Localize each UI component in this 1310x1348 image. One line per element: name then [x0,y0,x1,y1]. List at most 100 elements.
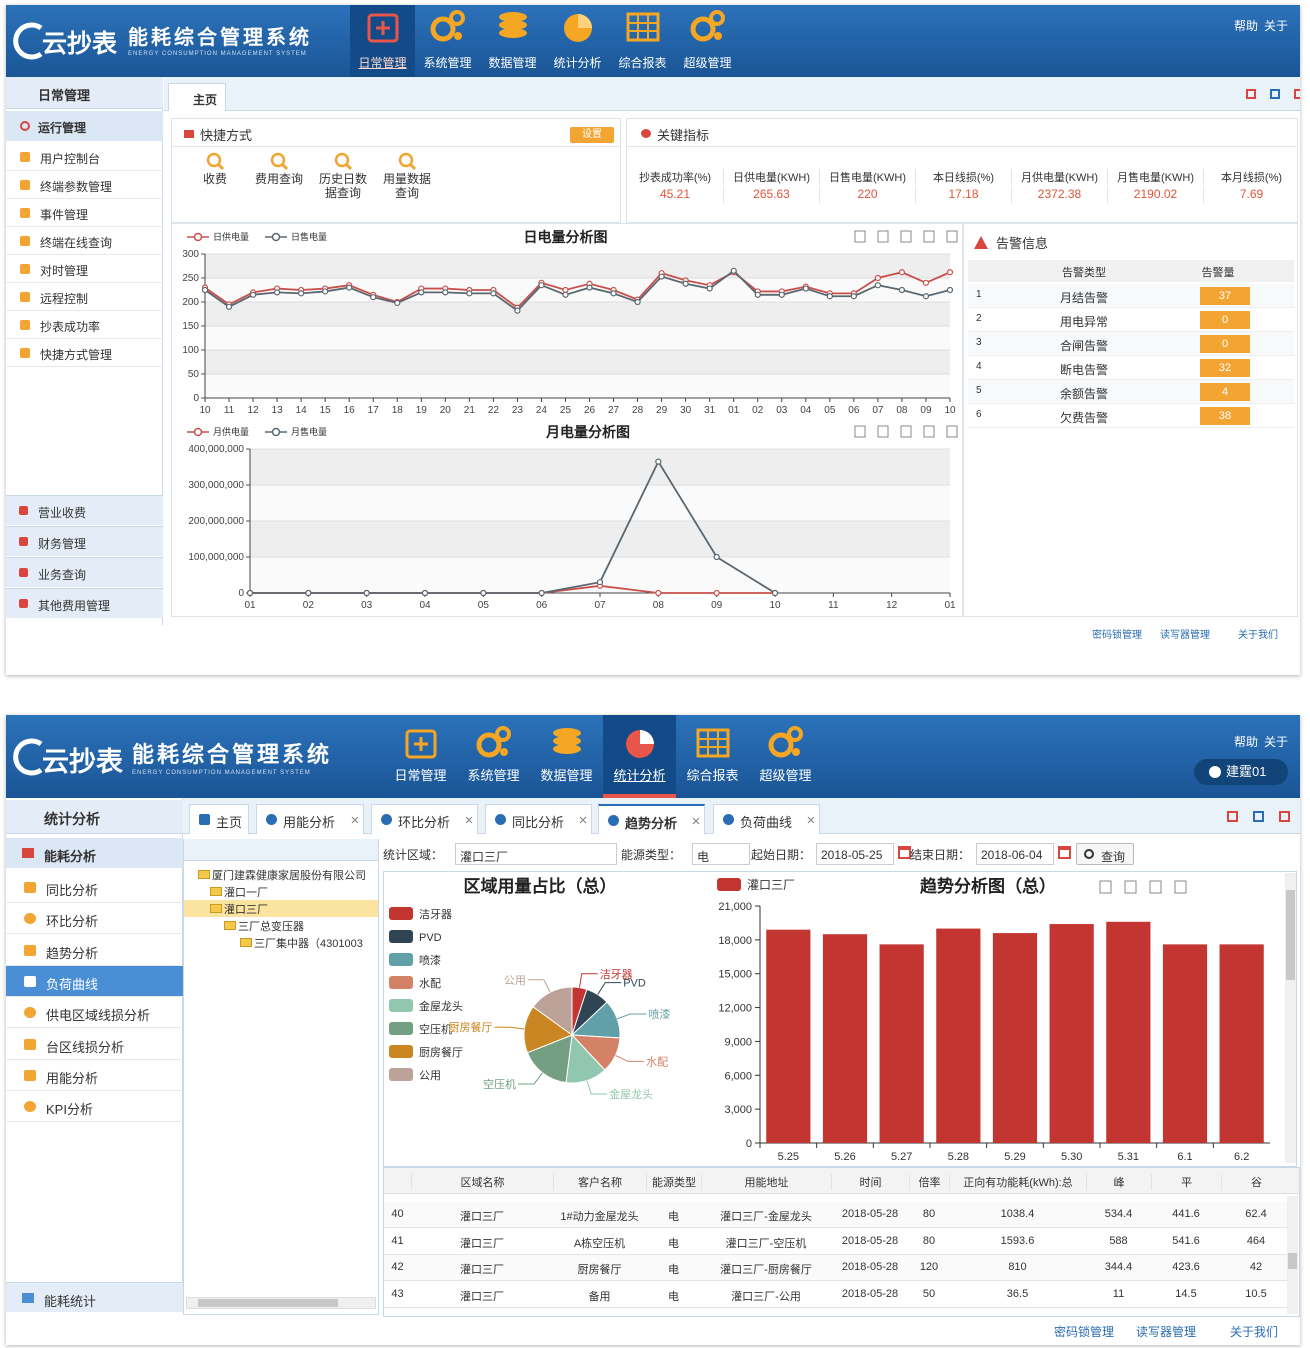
filter-input[interactable]: 电 [692,843,750,865]
sidebar-item[interactable]: 同比分析 [6,872,183,903]
y-tick-label: 300,000,000 [188,480,244,491]
user-badge[interactable]: 建霆01 [1194,759,1288,785]
footer-link[interactable]: 读写器管理 [1135,1325,1196,1339]
sidebar-item[interactable]: 远程控制 [6,283,163,311]
sidebar-group[interactable]: 能耗分析 [6,838,183,868]
sidebar-item[interactable]: 终端参数管理 [6,171,163,199]
quick-panel: 快捷方式 设置 收费 费用查询 历史日数据查询 用量数据查询 [171,118,621,223]
settings-button[interactable]: 设置 [570,127,614,143]
tree-node[interactable]: 三厂集中器（4301003 [254,938,363,950]
sidebar-item[interactable]: 负荷曲线 [6,965,183,997]
nav-item[interactable]: 日常管理 [384,715,457,798]
sidebar-item[interactable]: KPI分析 [6,1091,183,1123]
nav-item[interactable]: 超级管理 [675,5,740,77]
sidebar-group[interactable]: 运行管理 [6,111,163,141]
filter-input[interactable]: 2018-06-04 [976,843,1054,865]
tree-node[interactable]: 灌口一厂 [224,887,268,899]
table-cell: 电 [668,1264,679,1276]
footer-link[interactable]: 关于我们 [1238,630,1278,641]
column-header: 客户名称 [553,1174,646,1190]
header-link[interactable]: 关于 [1263,19,1288,33]
filter-input[interactable]: 灌口三厂 [455,843,617,865]
nav-item[interactable]: 综合报表 [676,715,749,798]
nav-label: 日常管理 [394,768,447,783]
nav-item[interactable]: 日常管理 [350,5,415,77]
sidebar-item[interactable]: 环比分析 [6,903,183,935]
footer-link[interactable]: 读写器管理 [1160,630,1210,641]
tab[interactable]: 用能分析 [256,804,364,834]
header-link[interactable]: 关于 [1263,735,1288,749]
scrollbar-thumb [1286,890,1295,980]
toolbox-icon [1124,880,1137,894]
table-cell: 2018-05-28 [841,1261,899,1273]
header-link[interactable]: 帮助 [1233,19,1258,33]
nav-item[interactable]: 统计分析 [545,5,610,77]
icon-shape [367,13,398,43]
row-index: 1 [976,289,982,300]
footer-link[interactable]: 密码锁管理 [1092,630,1142,641]
x-tick-label: 28 [632,405,644,416]
sidebar-item-label: KPI分析 [46,1102,93,1118]
nav-item[interactable]: 系统管理 [415,5,480,77]
data-point [421,589,429,597]
sidebar-item[interactable]: 趋势分析 [6,935,183,966]
nav-item[interactable]: 综合报表 [610,5,675,77]
sidebar-item[interactable]: 对时管理 [6,255,163,283]
table-cell: 2018-05-28 [841,1287,899,1300]
nav-item[interactable]: 超级管理 [749,715,822,798]
icon-shape [405,729,436,759]
nav-item[interactable]: 系统管理 [457,715,530,798]
tab[interactable]: 环比分析 [371,804,478,834]
y-tick-label: 18,000 [718,935,752,947]
nav-item[interactable]: 统计分析 [603,715,676,798]
tree-node[interactable]: 厦门建霖健康家居股份有限公司 [212,870,366,882]
header-link[interactable]: 帮助 [1233,735,1258,749]
nav-item[interactable]: 数据管理 [480,5,545,77]
panel-header [627,119,1297,147]
nav-item[interactable]: 数据管理 [530,715,603,798]
sidebar-item[interactable]: 供电区域线损分析 [6,997,183,1029]
shortcut[interactable]: 收费 [186,151,244,221]
filter-input[interactable]: 2018-05-25 [816,843,894,865]
footer-link[interactable]: 关于我们 [1229,1325,1278,1339]
bar [936,928,981,1143]
tree-node[interactable]: 灌口三厂 [224,904,268,916]
shortcut[interactable]: 费用查询 [250,151,308,221]
footer-link[interactable]: 密码锁管理 [1053,1325,1114,1339]
data-point [754,291,761,298]
shortcut-icon-shape [334,152,350,168]
legend-swatch [389,1022,413,1035]
sidebar-item[interactable]: 用能分析 [6,1060,183,1091]
sidebar-group[interactable]: 其他费用管理 [6,588,163,618]
legend-swatch [389,999,413,1012]
tab[interactable]: 同比分析 [485,804,592,834]
x-tick-label: 21 [464,405,476,416]
sidebar-item[interactable]: 终端在线查询 [6,227,163,255]
data-point [370,294,377,301]
tab[interactable]: 趋势分析 [598,804,705,834]
sidebar-group[interactable]: 业务查询 [6,557,163,587]
data-point [225,303,233,310]
shortcut[interactable]: 用量数据查询 [378,151,436,221]
table-cell: 灌口三厂-厨房餐厅 [720,1264,812,1276]
icon-shape [375,21,390,35]
x-tick-label: 04 [800,405,812,416]
sidebar-item[interactable]: 快捷方式管理 [6,339,163,367]
data-point [363,589,370,597]
sidebar-group[interactable]: 能耗统计 [6,1282,183,1312]
sidebar-item[interactable]: 用户控制台 [6,143,163,171]
tree-node[interactable]: 三厂总变压器 [238,921,304,933]
logo-text: 云抄表 [42,746,123,777]
close-icon [692,817,700,825]
sidebar-item[interactable]: 台区线损分析 [6,1029,183,1060]
tab[interactable]: 负荷曲线 [713,804,820,834]
shortcut[interactable]: 历史日数据查询 [314,151,372,221]
data-point [538,589,545,597]
query-button[interactable]: 查询 [1076,843,1134,865]
tab[interactable]: 主页 [168,83,226,111]
sidebar-item[interactable]: 事件管理 [6,199,163,227]
sidebar-item[interactable]: 抄表成功率 [6,311,163,339]
tab[interactable]: 主页 [189,804,249,834]
sidebar-group[interactable]: 财务管理 [6,526,163,556]
sidebar-group[interactable]: 营业收费 [6,495,163,525]
